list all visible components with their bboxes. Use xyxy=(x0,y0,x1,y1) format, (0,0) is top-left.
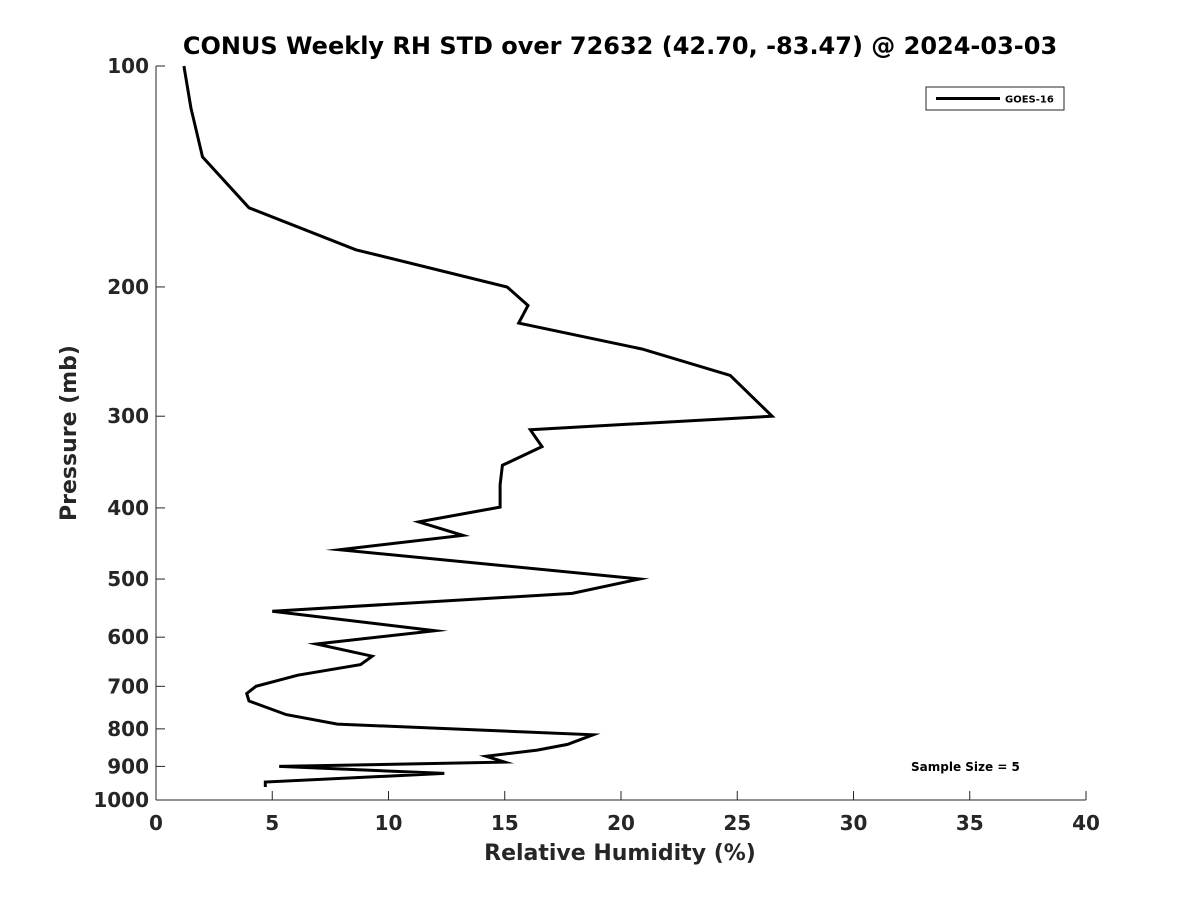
axes xyxy=(155,66,1086,801)
legend-label-goes-16: GOES-16 xyxy=(1005,95,1054,106)
x-tick-label: 5 xyxy=(265,811,279,835)
ticks: 0 5 10 15 20 25 30 35 40 100 200 300 400 500 600 700 800… xyxy=(93,54,1100,835)
y-tick-label: 100 xyxy=(107,54,149,78)
y-tick-label: 600 xyxy=(107,625,149,649)
chart-title: CONUS Weekly RH STD over 72632 (42.70, -… xyxy=(183,32,1057,60)
x-tick-label: 20 xyxy=(607,811,635,835)
legend: GOES-16 xyxy=(925,86,1065,111)
sample-size-annotation: Sample Size = 5 xyxy=(911,760,1020,774)
x-tick-label: 0 xyxy=(149,811,163,835)
y-tick-label: 800 xyxy=(107,717,149,741)
y-tick-label: 500 xyxy=(107,567,149,591)
series xyxy=(182,65,776,787)
series-line-goes-16 xyxy=(182,65,776,787)
x-tick-label: 10 xyxy=(375,811,403,835)
y-tick-label: 300 xyxy=(107,404,149,428)
y-tick-label: 1000 xyxy=(93,788,149,812)
x-tick-label: 15 xyxy=(491,811,519,835)
x-tick-label: 35 xyxy=(956,811,984,835)
x-tick-label: 40 xyxy=(1072,811,1100,835)
y-tick-label: 400 xyxy=(107,496,149,520)
y-tick-label: 900 xyxy=(107,754,149,778)
y-tick-label: 700 xyxy=(107,674,149,698)
x-tick-label: 25 xyxy=(723,811,751,835)
y-tick-label: 200 xyxy=(107,275,149,299)
x-tick-label: 30 xyxy=(840,811,868,835)
y-axis-label: Pressure (mb) xyxy=(57,345,82,521)
x-axis-label: Relative Humidity (%) xyxy=(484,841,756,866)
